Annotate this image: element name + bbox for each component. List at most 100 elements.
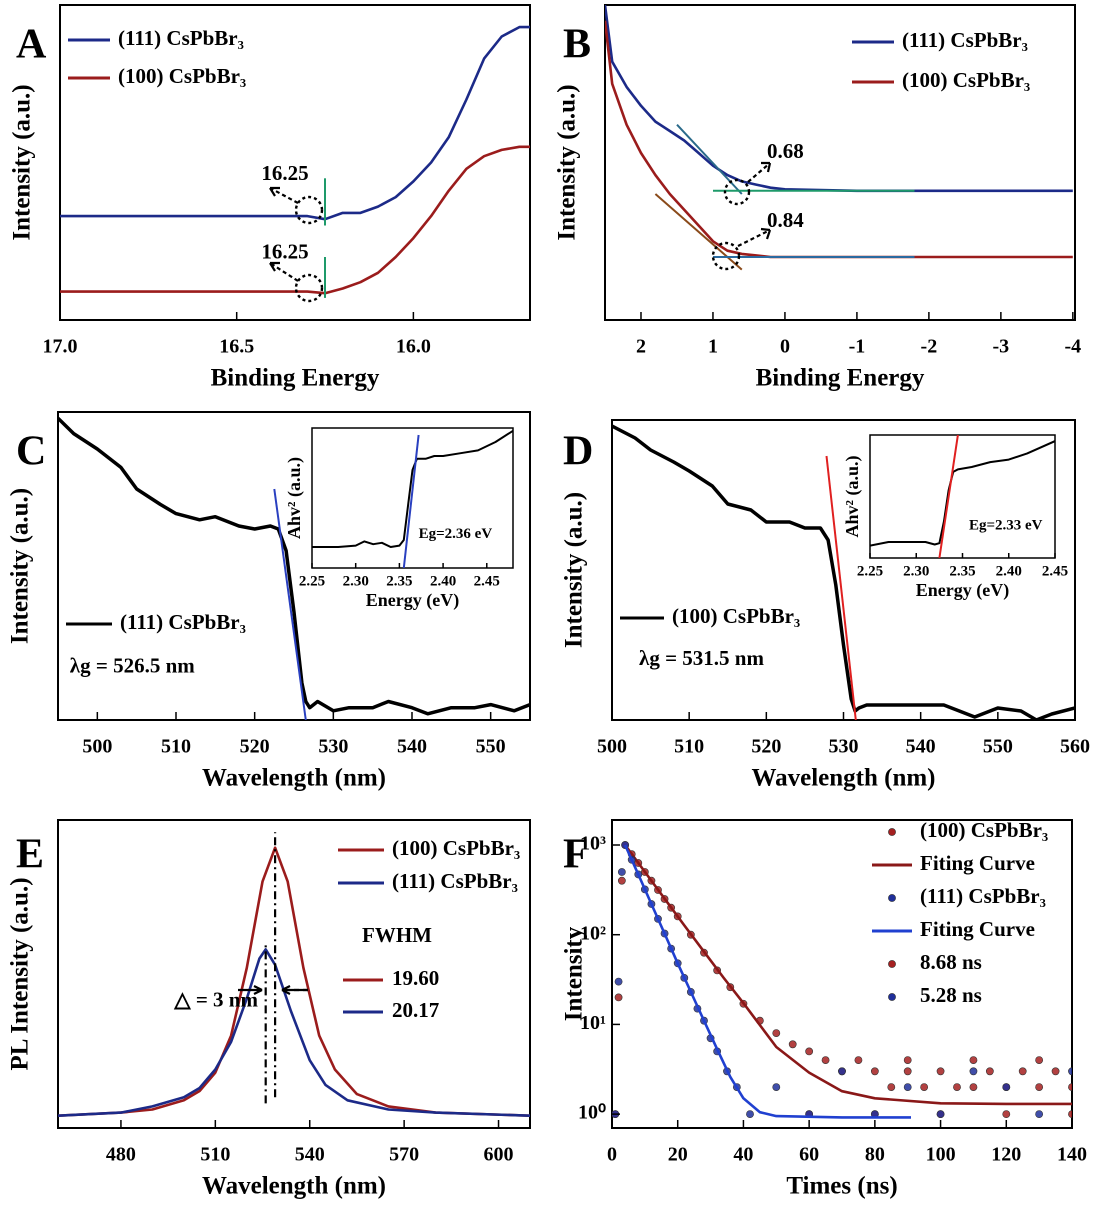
annotation: Eg=2.33 eV [969, 517, 1043, 533]
y-tick-label: 10¹ [580, 1012, 606, 1034]
panel-letter: E [16, 832, 44, 878]
data-line [58, 948, 530, 1117]
panel-letter: A [16, 22, 47, 68]
x-tick-label: 0 [780, 336, 790, 358]
decor-arrow [269, 262, 299, 282]
x-axis-label: Wavelength (nm) [202, 765, 386, 792]
legend-label: (111) CsPbBr₃ [920, 884, 1046, 908]
data-point [788, 1040, 797, 1049]
data-point [1035, 1056, 1044, 1065]
data-point [617, 868, 626, 876]
data-point [854, 1056, 863, 1065]
data-point [953, 1083, 961, 1092]
fit-line [654, 193, 743, 271]
data-point [821, 1056, 830, 1065]
data-point [903, 1056, 912, 1065]
x-tick-label: 480 [106, 1144, 136, 1166]
data-line [612, 424, 1075, 720]
data-point [903, 1067, 912, 1076]
legend-label: (100) CsPbBr₃ [920, 818, 1048, 842]
y-axis-label: Intensity (a.u.) [7, 488, 34, 644]
legend-label: (100) CsPbBr₃ [118, 64, 246, 88]
legend-marker [888, 828, 896, 836]
decor-circle [723, 178, 751, 206]
x-tick-label: 2.35 [386, 573, 412, 589]
data-line [60, 145, 530, 295]
x-tick-label: -4 [1065, 336, 1082, 358]
x-tick-label: 600 [484, 1144, 514, 1166]
data-point [1068, 1110, 1072, 1119]
annotation: 16.25 [261, 161, 308, 185]
data-line [58, 846, 530, 1117]
x-tick-label: 1 [708, 336, 718, 358]
data-point [805, 1047, 814, 1056]
panel-letter: B [563, 22, 591, 68]
data-point [969, 1083, 978, 1092]
plot-frame [869, 434, 1056, 559]
x-tick-label: 550 [476, 736, 506, 758]
fwhm-value: 19.60 [392, 966, 439, 990]
plot-frame [59, 4, 531, 321]
decor-arrow [761, 161, 772, 173]
decor-arrow [269, 261, 280, 272]
data-point [746, 1110, 754, 1119]
plot-area [870, 435, 1055, 558]
data-point [936, 1067, 945, 1076]
x-tick-label: 2.35 [949, 563, 975, 579]
y-axis-label: Intensity (a.u.) [9, 84, 36, 240]
data-line [60, 25, 530, 221]
data-point [1068, 1067, 1072, 1076]
decor-circle [711, 241, 741, 271]
x-tick-label: 540 [397, 736, 427, 758]
y-axis-label: PL Intensity (a.u.) [7, 877, 34, 1070]
data-point [969, 1056, 978, 1065]
data-point [985, 1067, 994, 1076]
x-tick-label: 2.45 [1042, 563, 1068, 579]
y-tick-label: 10³ [580, 833, 606, 855]
x-tick-label: 2.30 [343, 573, 369, 589]
annotation: λg = 531.5 nm [639, 646, 764, 670]
x-tick-label: 530 [829, 736, 859, 758]
plot-area [612, 841, 1072, 1119]
x-tick-label: 60 [799, 1144, 819, 1166]
annotation: △ = 3 nm [173, 988, 258, 1012]
x-tick-label: 510 [200, 1144, 230, 1166]
x-axis-label: Binding Energy [756, 365, 925, 392]
x-tick-label: 520 [240, 736, 270, 758]
x-tick-label: 560 [1060, 736, 1090, 758]
data-point [617, 876, 626, 885]
data-point [936, 1110, 945, 1119]
plot-area [60, 25, 530, 298]
annotation: 0.84 [767, 208, 804, 232]
x-tick-label: 540 [906, 736, 936, 758]
x-tick-label: 550 [983, 736, 1013, 758]
x-axis-label: Energy (eV) [366, 590, 459, 611]
legend-label: (100) CsPbBr₃ [392, 836, 520, 860]
legend-label: (111) CsPbBr₃ [392, 869, 518, 893]
x-tick-label: 17.0 [43, 336, 78, 358]
y-axis-label: Ahv² (a.u.) [284, 457, 305, 539]
x-tick-label: 2.25 [857, 563, 883, 579]
plot-frame [604, 4, 1076, 321]
lifetime-label: 5.28 ns [920, 983, 982, 1007]
x-tick-label: 500 [82, 736, 112, 758]
data-point [1002, 1083, 1011, 1092]
plot-area [58, 832, 530, 1117]
data-point [1002, 1110, 1011, 1119]
x-axis-label: Energy (eV) [916, 580, 1009, 601]
plot-frame [57, 411, 531, 721]
data-point [614, 993, 623, 1002]
plot-area [612, 424, 1075, 720]
data-line [58, 416, 530, 716]
annotation: λg = 526.5 nm [70, 653, 195, 677]
annotation: Eg=2.36 eV [419, 526, 493, 542]
x-tick-label: 520 [751, 736, 781, 758]
legend-label: (100) CsPbBr₃ [672, 604, 800, 628]
x-tick-label: 570 [389, 1144, 419, 1166]
data-line [312, 429, 513, 548]
x-axis-label: Wavelength (nm) [202, 1173, 386, 1200]
plot-area [605, 5, 1073, 271]
x-tick-label: 2.40 [430, 573, 456, 589]
legend-label: (111) CsPbBr₃ [120, 610, 246, 634]
